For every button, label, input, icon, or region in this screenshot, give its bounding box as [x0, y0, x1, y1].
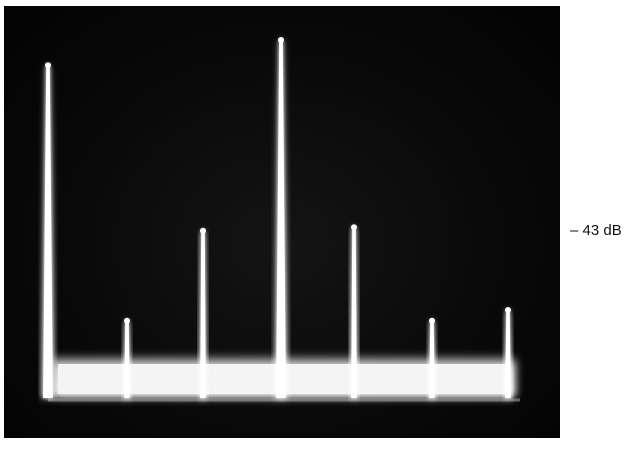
spectral-line-5	[350, 224, 358, 398]
level-annotation-label: – 43 dB	[570, 222, 622, 239]
spectral-line-core	[351, 226, 357, 398]
spectral-line-core	[200, 229, 206, 398]
spectral-line-6	[428, 317, 436, 398]
spectral-line-3	[199, 227, 207, 398]
spectral-line-1	[41, 62, 55, 398]
spectral-line-4	[274, 37, 288, 398]
spectral-line-peak	[200, 227, 206, 234]
spectral-line-7	[504, 307, 512, 398]
spectrum-trace-plot	[41, 37, 520, 402]
spectral-line-peak	[278, 37, 284, 43]
spectral-line-peak	[124, 317, 130, 324]
spectral-line-peak	[351, 224, 357, 231]
spectral-line-core	[429, 319, 435, 398]
spectral-line-peak	[429, 317, 435, 324]
spectral-line-core	[505, 309, 511, 398]
spectral-line-core	[276, 39, 286, 398]
spectral-line-peak	[505, 307, 511, 313]
spectrum-display-screen	[4, 6, 560, 438]
spectral-line-2	[123, 317, 131, 398]
spectral-line-core	[43, 64, 53, 398]
spectral-lines	[41, 37, 512, 398]
spectral-line-core	[124, 319, 130, 398]
spectral-line-peak	[45, 62, 51, 69]
